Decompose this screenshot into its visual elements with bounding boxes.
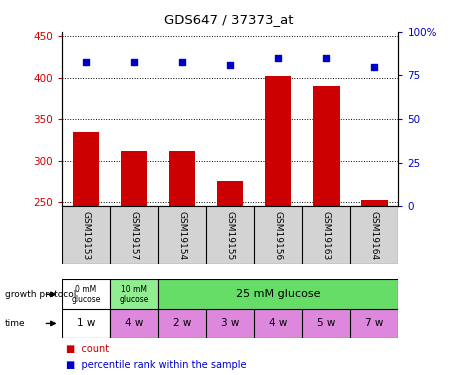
Text: 5 w: 5 w (317, 318, 336, 328)
Text: GDS647 / 37373_at: GDS647 / 37373_at (164, 13, 294, 26)
Bar (313, 86, 339, 206)
Bar (73, 132, 99, 206)
Bar (110, 309, 158, 338)
Text: 3 w: 3 w (221, 318, 240, 328)
Point (322, 55, 330, 61)
Bar (169, 152, 195, 206)
Text: ■  count: ■ count (66, 344, 109, 354)
Text: 1 w: 1 w (76, 318, 95, 328)
Bar (62, 206, 110, 264)
Text: 10 mM
glucose: 10 mM glucose (119, 285, 149, 304)
Text: time: time (5, 319, 25, 328)
Bar (254, 206, 302, 264)
Bar (62, 279, 110, 309)
Bar (302, 309, 350, 338)
Text: 25 mM glucose: 25 mM glucose (236, 290, 321, 299)
Bar (265, 76, 291, 206)
Text: GSM19163: GSM19163 (322, 211, 331, 260)
Point (130, 58, 137, 64)
Bar (110, 206, 158, 264)
Bar (158, 279, 398, 309)
Bar (121, 152, 147, 206)
Text: GSM19153: GSM19153 (82, 211, 90, 260)
Point (275, 55, 282, 61)
Text: GSM19155: GSM19155 (226, 211, 234, 260)
Bar (62, 309, 110, 338)
Bar (206, 206, 254, 264)
Text: GSM19156: GSM19156 (274, 211, 283, 260)
Text: growth protocol: growth protocol (5, 290, 76, 299)
Point (226, 62, 234, 68)
Text: GSM19154: GSM19154 (178, 211, 186, 260)
Bar (361, 200, 387, 206)
Bar (350, 206, 398, 264)
Text: 7 w: 7 w (365, 318, 384, 328)
Text: GSM19164: GSM19164 (370, 211, 379, 260)
Text: 2 w: 2 w (173, 318, 191, 328)
Bar (110, 279, 158, 309)
Text: 0 mM
glucose: 0 mM glucose (71, 285, 101, 304)
Text: 4 w: 4 w (269, 318, 288, 328)
Bar (206, 309, 254, 338)
Text: ■  percentile rank within the sample: ■ percentile rank within the sample (66, 360, 247, 369)
Point (371, 64, 378, 70)
Text: GSM19157: GSM19157 (130, 211, 138, 260)
Bar (254, 309, 302, 338)
Bar (158, 206, 206, 264)
Text: 4 w: 4 w (125, 318, 143, 328)
Bar (350, 309, 398, 338)
Bar (158, 309, 206, 338)
Bar (302, 206, 350, 264)
Bar (217, 182, 243, 206)
Point (179, 58, 186, 64)
Point (82, 58, 90, 64)
